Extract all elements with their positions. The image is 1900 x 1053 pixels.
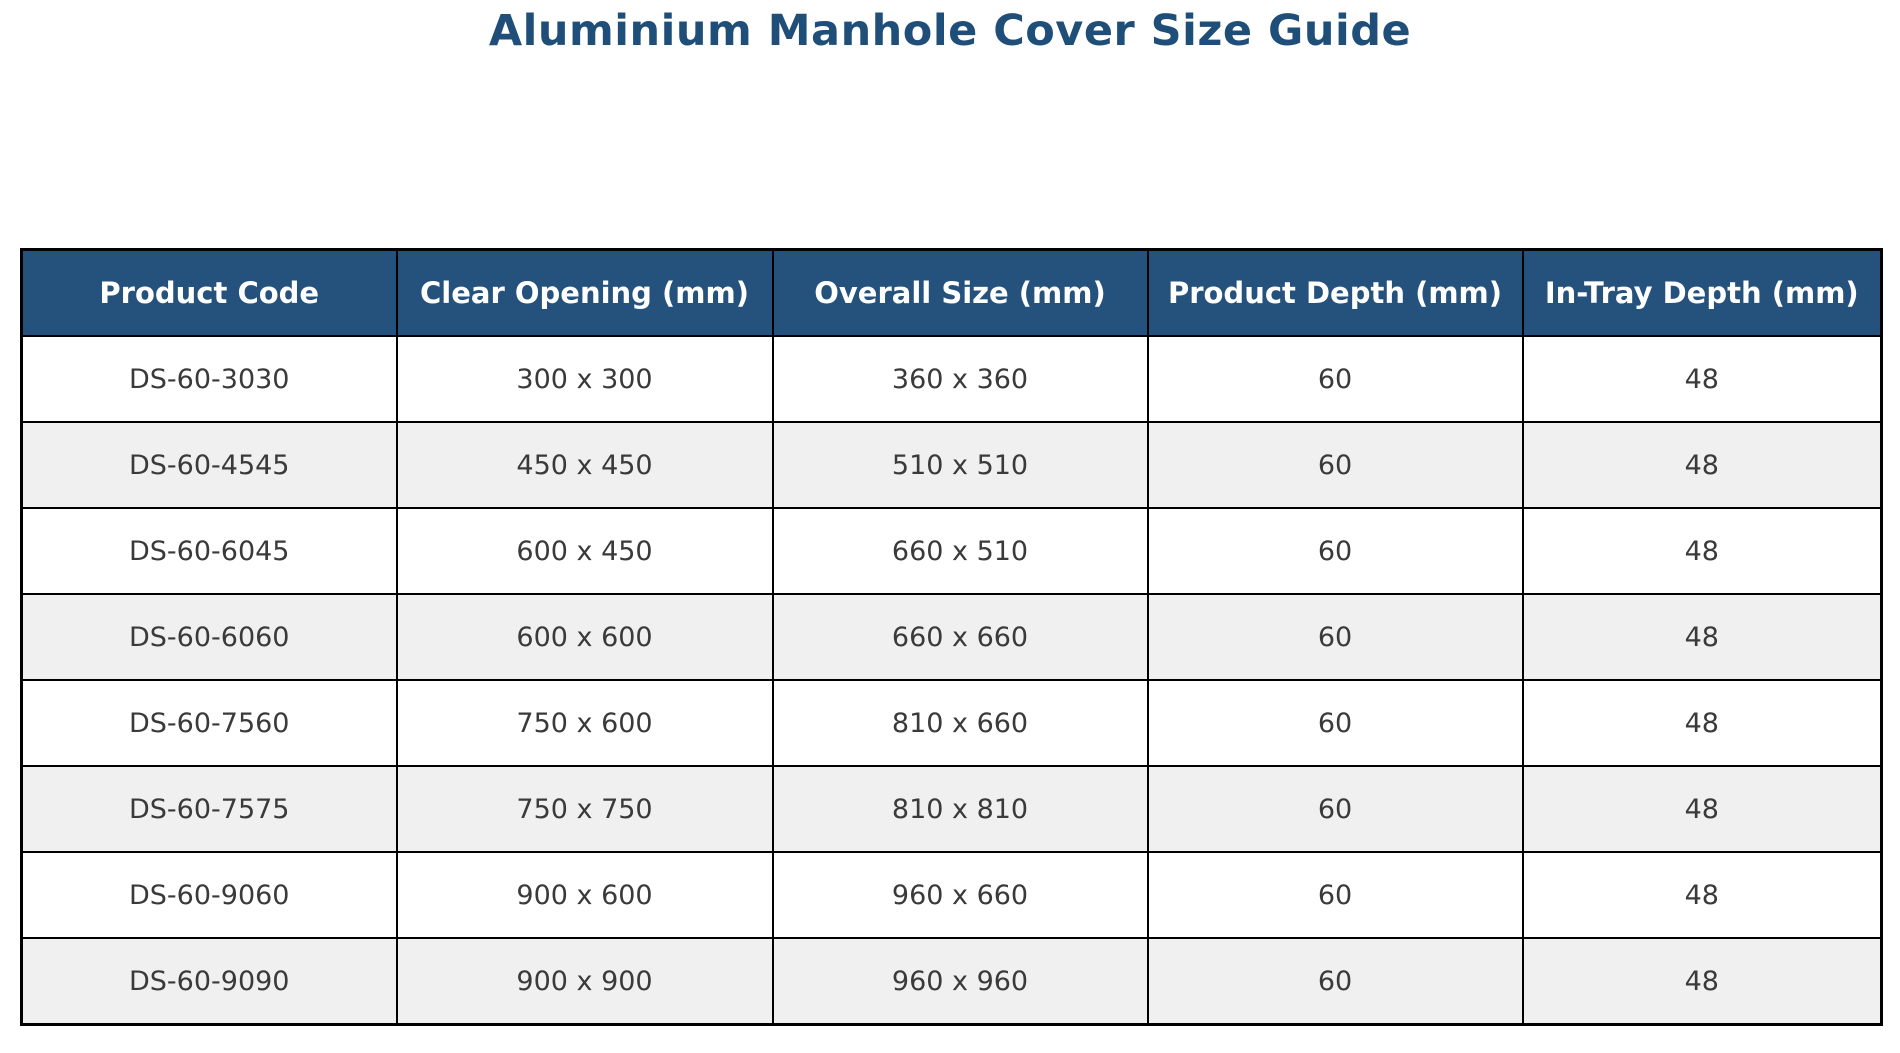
table-row: DS-60-6045 600 x 450 660 x 510 60 48 xyxy=(20,507,1883,595)
table-cell-r4-c1: 750 x 600 xyxy=(395,679,774,767)
table-cell-r7-c2: 960 x 960 xyxy=(771,937,1149,1026)
table-cell-r7-c1: 900 x 900 xyxy=(395,937,774,1026)
table-cell-r3-c4: 48 xyxy=(1521,593,1883,681)
table-row: DS-60-9090 900 x 900 960 x 960 60 48 xyxy=(20,937,1883,1026)
table-cell-r5-c4: 48 xyxy=(1521,765,1883,853)
table-cell-r2-c0: DS-60-6045 xyxy=(20,507,398,595)
table-cell-r0-c3: 60 xyxy=(1146,335,1524,423)
table-cell-r5-c2: 810 x 810 xyxy=(771,765,1149,853)
table-cell-r6-c1: 900 x 600 xyxy=(395,851,774,939)
table-cell-r1-c4: 48 xyxy=(1521,421,1883,509)
table-cell-r2-c2: 660 x 510 xyxy=(771,507,1149,595)
table-head: Product Code Clear Opening (mm) Overall Si… xyxy=(20,248,1883,337)
table-body: DS-60-3030 300 x 300 360 x 360 60 48 DS-60-45… xyxy=(20,335,1883,1026)
table-cell-r2-c4: 48 xyxy=(1521,507,1883,595)
table-cell-r6-c2: 960 x 660 xyxy=(771,851,1149,939)
table-cell-r1-c0: DS-60-4545 xyxy=(20,421,398,509)
table-row: DS-60-3030 300 x 300 360 x 360 60 48 xyxy=(20,335,1883,423)
table-cell-r3-c1: 600 x 600 xyxy=(395,593,774,681)
table-header-row: Product Code Clear Opening (mm) Overall Si… xyxy=(20,248,1883,337)
table-cell-r1-c1: 450 x 450 xyxy=(395,421,774,509)
table-cell-r2-c1: 600 x 450 xyxy=(395,507,774,595)
table-cell-r7-c0: DS-60-9090 xyxy=(20,937,398,1026)
column-header-3: Product Depth (mm) xyxy=(1146,248,1524,337)
page-title: Aluminium Manhole Cover Size Guide xyxy=(488,6,1412,56)
table-cell-r7-c4: 48 xyxy=(1521,937,1883,1026)
table-row: DS-60-7560 750 x 600 810 x 660 60 48 xyxy=(20,679,1883,767)
table-cell-r4-c3: 60 xyxy=(1146,679,1524,767)
table-cell-r0-c4: 48 xyxy=(1521,335,1883,423)
column-header-4: In-Tray Depth (mm) xyxy=(1521,248,1883,337)
table-cell-r3-c3: 60 xyxy=(1146,593,1524,681)
table-row: DS-60-9060 900 x 600 960 x 660 60 48 xyxy=(20,851,1883,939)
table-cell-r4-c4: 48 xyxy=(1521,679,1883,767)
table-row: DS-60-4545 450 x 450 510 x 510 60 48 xyxy=(20,421,1883,509)
table-cell-r3-c0: DS-60-6060 xyxy=(20,593,398,681)
table-row: DS-60-6060 600 x 600 660 x 660 60 48 xyxy=(20,593,1883,681)
table-cell-r6-c0: DS-60-9060 xyxy=(20,851,398,939)
table-cell-r1-c3: 60 xyxy=(1146,421,1524,509)
table-cell-r4-c2: 810 x 660 xyxy=(771,679,1149,767)
table-cell-r2-c3: 60 xyxy=(1146,507,1524,595)
table-row: DS-60-7575 750 x 750 810 x 810 60 48 xyxy=(20,765,1883,853)
column-header-2: Overall Size (mm) xyxy=(771,248,1149,337)
table-cell-r5-c0: DS-60-7575 xyxy=(20,765,398,853)
table-cell-r4-c0: DS-60-7560 xyxy=(20,679,398,767)
table-cell-r3-c2: 660 x 660 xyxy=(771,593,1149,681)
table-cell-r6-c3: 60 xyxy=(1146,851,1524,939)
table-cell-r5-c1: 750 x 750 xyxy=(395,765,774,853)
table-cell-r5-c3: 60 xyxy=(1146,765,1524,853)
table-cell-r7-c3: 60 xyxy=(1146,937,1524,1026)
column-header-0: Product Code xyxy=(20,248,398,337)
table-cell-r0-c0: DS-60-3030 xyxy=(20,335,398,423)
table-cell-r1-c2: 510 x 510 xyxy=(771,421,1149,509)
table-cell-r0-c1: 300 x 300 xyxy=(395,335,774,423)
size-guide-table: Product Code Clear Opening (mm) Overall Si… xyxy=(20,248,1883,1026)
table-cell-r0-c2: 360 x 360 xyxy=(771,335,1149,423)
column-header-1: Clear Opening (mm) xyxy=(395,248,774,337)
table-cell-r6-c4: 48 xyxy=(1521,851,1883,939)
